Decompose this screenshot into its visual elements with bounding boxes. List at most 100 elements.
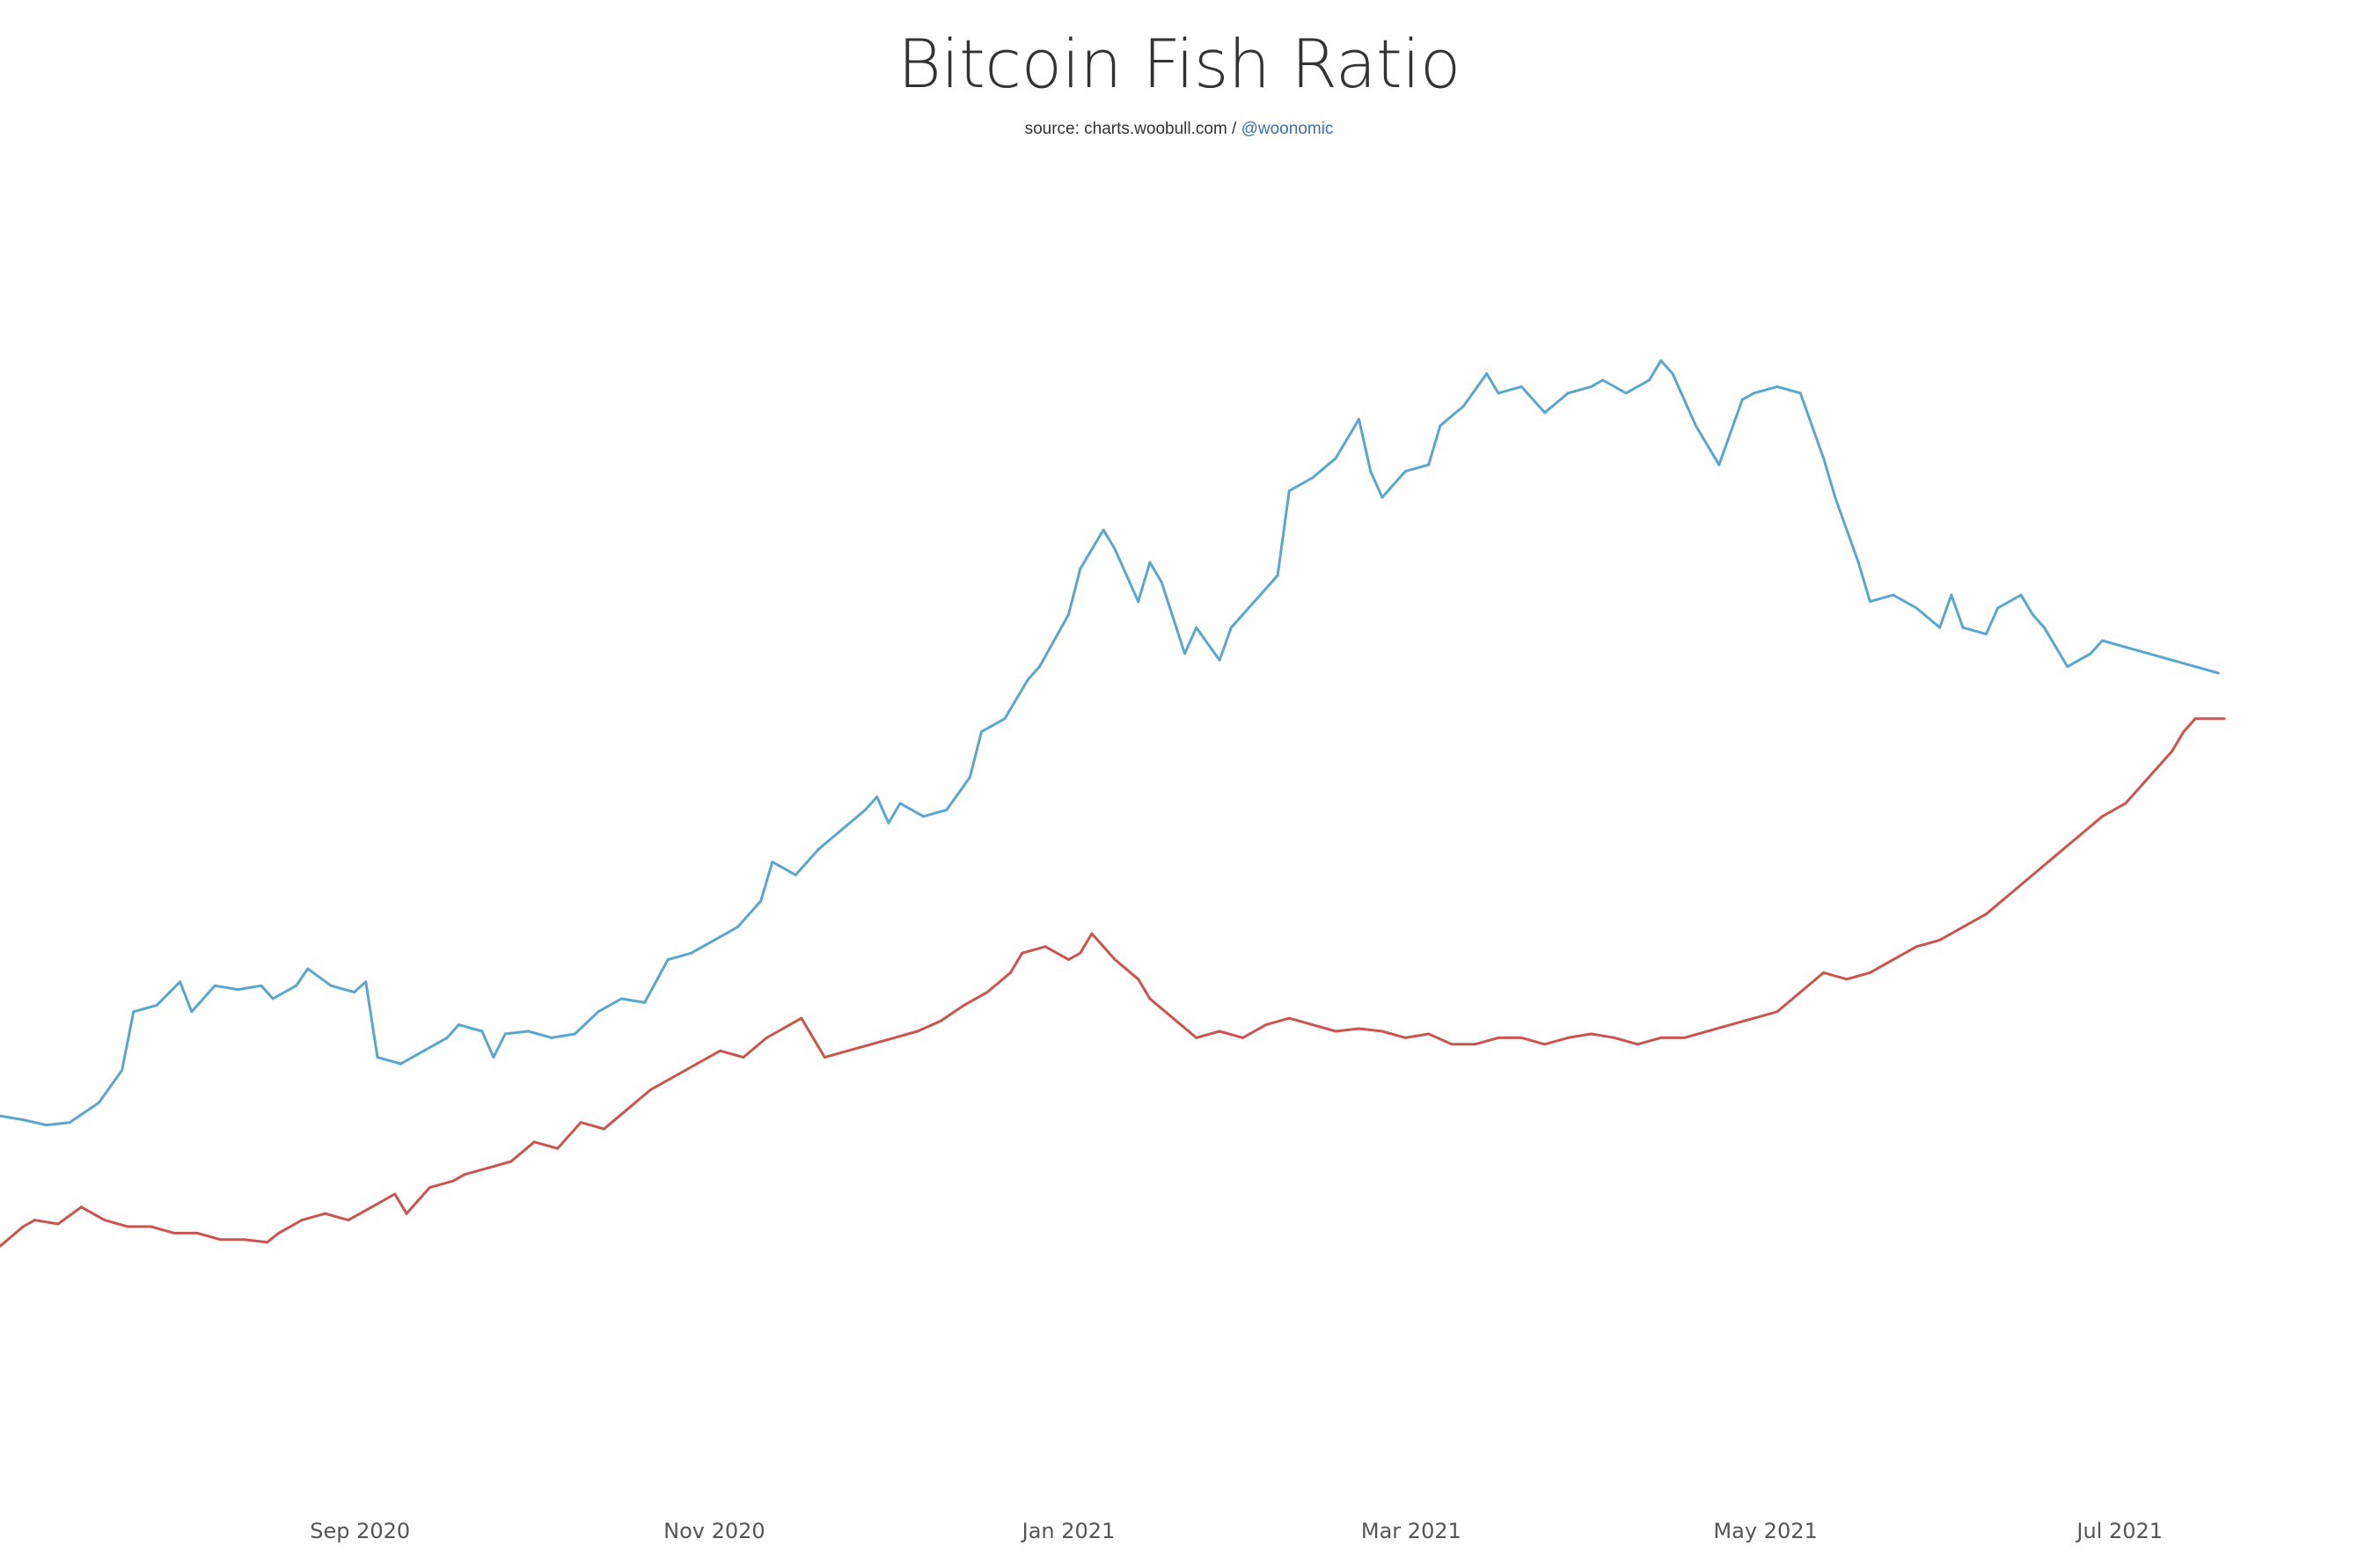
series-0-point: [1624, 392, 1628, 395]
series-1-point: [963, 1003, 966, 1007]
series-1-point: [2100, 815, 2104, 818]
series-0-point: [422, 1049, 426, 1052]
series-0-point: [945, 808, 948, 811]
series-1-point: [1706, 1029, 1710, 1033]
series-0-point: [1160, 580, 1163, 583]
series-0-point: [1950, 593, 1953, 597]
series-1-point: [1218, 1029, 1221, 1033]
series-1-point: [242, 1238, 245, 1242]
series-0-point: [597, 1010, 600, 1014]
series-1-point: [916, 1029, 919, 1033]
series-0-point: [1183, 652, 1186, 656]
x-tick-label: Jan 2021: [1021, 1519, 1116, 1543]
subtitle-handle-link[interactable]: @woonomic: [1241, 120, 1334, 138]
series-0-point: [1113, 547, 1117, 551]
series-1-point: [428, 1186, 431, 1190]
series-1-point: [1520, 1036, 1523, 1039]
series-0-point: [353, 991, 356, 994]
series-0-point: [1648, 378, 1651, 382]
series-1-point: [985, 991, 989, 994]
x-tick-label: Nov 2020: [663, 1519, 765, 1543]
series-0-point: [713, 938, 716, 942]
series-0-point: [574, 1032, 576, 1036]
series-1-point: [1868, 971, 1871, 974]
series-0-point: [1752, 392, 1755, 395]
series-0-point: [666, 958, 670, 962]
series-1-point: [1264, 1023, 1268, 1027]
series-1: [0, 717, 2226, 1248]
series-1-point: [2147, 775, 2150, 779]
series-0-point: [1601, 378, 1605, 382]
series-1-point: [532, 1140, 536, 1144]
series-1-point: [2182, 730, 2186, 734]
series-1-point: [1079, 951, 1082, 955]
series-0-point: [1984, 633, 1988, 636]
series-0-point: [2193, 665, 2197, 669]
series-1-point: [150, 1225, 153, 1228]
series-0-point: [1276, 574, 1279, 577]
series-1-point: [1892, 958, 1895, 962]
series-1-point: [451, 1179, 455, 1183]
series-1-point: [370, 1205, 373, 1209]
series-1-point: [1044, 945, 1047, 949]
series-0-point: [1311, 476, 1314, 480]
series-1-point: [2223, 717, 2226, 721]
series-0-point: [968, 775, 971, 779]
series-0-point: [45, 1124, 48, 1127]
series-1-point: [695, 1062, 699, 1066]
series-1-point: [21, 1225, 25, 1228]
series-1-point: [2124, 802, 2127, 805]
series-0-point: [329, 984, 333, 987]
series-0-point: [260, 984, 263, 987]
series-1-point: [603, 1127, 605, 1131]
series-0-point: [759, 899, 763, 903]
series-1-point: [405, 1212, 408, 1215]
series-0-point: [1485, 372, 1489, 376]
series-1-point: [463, 1173, 466, 1176]
series-1-point: [556, 1147, 560, 1150]
series-1-point: [1427, 1032, 1431, 1036]
series-1-point: [1021, 951, 1024, 955]
series-1-point: [742, 1056, 745, 1059]
series-0-point: [457, 1023, 460, 1027]
series-1-point: [2008, 893, 2011, 897]
series-1-point: [626, 1108, 629, 1111]
series-0-point: [1938, 626, 1942, 629]
series-1-point: [1915, 945, 1918, 949]
series-0-point: [771, 861, 774, 864]
series-1-point: [347, 1219, 350, 1222]
series-0-point: [1334, 457, 1337, 460]
series-0-point: [2042, 626, 2046, 629]
series-0-point: [527, 1029, 531, 1033]
series-1-point: [765, 1036, 768, 1039]
series-1-point: [1752, 1016, 1755, 1020]
series-0-point: [1102, 528, 1105, 531]
series-0-point: [1892, 593, 1895, 597]
series-0-point: [399, 1062, 402, 1066]
series-0-point: [1067, 612, 1070, 616]
series-0-point: [2066, 665, 2069, 669]
series-0-point: [817, 847, 821, 851]
series-0-point: [1079, 568, 1082, 571]
series-1-point: [56, 1222, 60, 1226]
series-0: [0, 359, 2220, 1127]
series-0-point: [1229, 626, 1233, 629]
series-0-point: [376, 1056, 379, 1059]
series-0-point: [1497, 392, 1500, 395]
series-1-point: [2054, 854, 2058, 857]
series-0-point: [1218, 658, 1221, 662]
series-1-point: [1334, 1029, 1337, 1033]
series-layer: [0, 359, 2226, 1248]
series-1-point: [266, 1241, 269, 1244]
series-0-point: [492, 1056, 495, 1059]
series-0-point: [271, 997, 275, 1000]
series-0-point: [840, 828, 844, 832]
series-0-point: [550, 1036, 553, 1039]
series-0-point: [2089, 652, 2092, 656]
subtitle-source-text: source: charts.woobull.com /: [1024, 120, 1241, 138]
series-1-point: [1102, 945, 1105, 949]
series-0-point: [1717, 463, 1721, 466]
series-1-point: [103, 1219, 106, 1222]
series-0-point: [480, 1029, 484, 1033]
